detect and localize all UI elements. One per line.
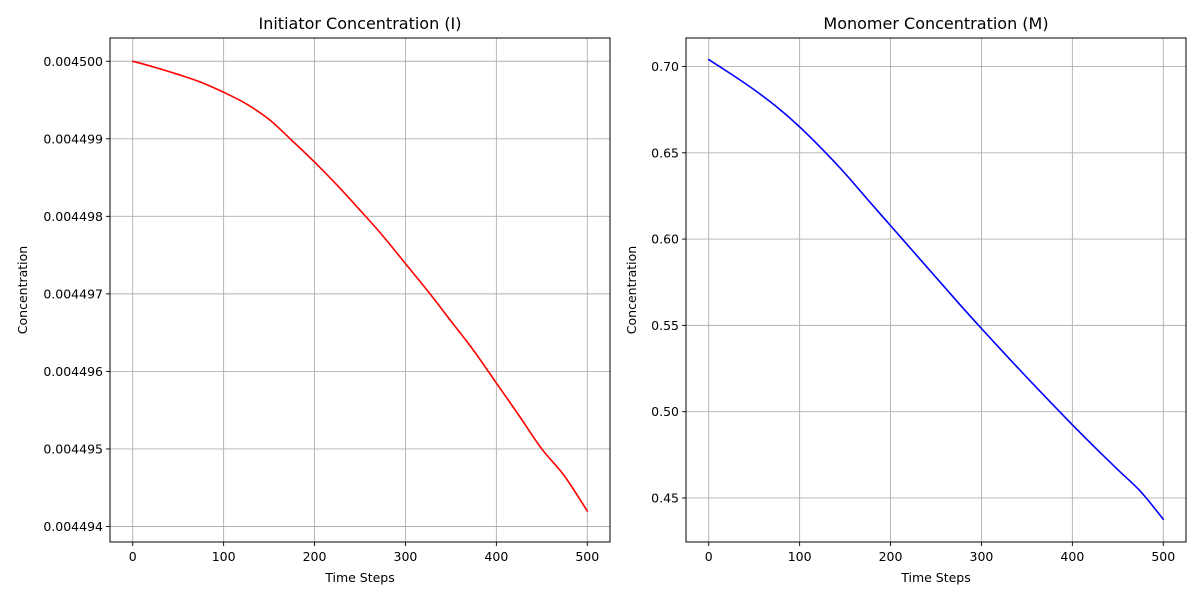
- monomer-axes-frame: [685, 37, 1187, 543]
- initiator-series-line: [131, 60, 589, 512]
- monomer-grid: [686, 38, 1186, 542]
- monomer-y-tick-label: 0.55: [651, 318, 679, 333]
- monomer-y-tick-label: 0.45: [651, 490, 679, 505]
- initiator-y-tick-label: 0.004499: [43, 131, 103, 146]
- initiator-y-tick-label: 0.004496: [43, 364, 103, 379]
- monomer-series: [707, 58, 1165, 521]
- monomer-x-tick-label: 500: [1151, 549, 1175, 564]
- monomer-x-tick-label: 0: [705, 549, 713, 564]
- monomer-y-tick-label: 0.50: [651, 404, 679, 419]
- initiator-y-tick-label: 0.004500: [43, 54, 103, 69]
- initiator-x-tick-label: 200: [303, 549, 327, 564]
- initiator-y-axis-label: Concentration: [15, 246, 30, 334]
- initiator-y-tick-label: 0.004495: [43, 441, 103, 456]
- monomer-y-tick-label: 0.65: [651, 145, 679, 160]
- monomer-y-tick-label: 0.60: [651, 232, 679, 247]
- initiator-x-axis-label: Time Steps: [324, 570, 395, 585]
- initiator-x-tick-label: 0: [129, 549, 137, 564]
- initiator-ticks: 0 100 200 300 400 500 0.004494 0.004495 0.004496…: [43, 54, 599, 564]
- initiator-x-tick-label: 300: [394, 549, 418, 564]
- monomer-x-tick-label: 200: [879, 549, 903, 564]
- initiator-y-tick-label: 0.004498: [43, 209, 103, 224]
- monomer-ticks: 0 100 200 300 400 500 0.45 0.50 0.55 0.60 0.65 0.70: [651, 59, 1175, 564]
- initiator-x-tick-label: 500: [575, 549, 599, 564]
- monomer-x-tick-label: 100: [788, 549, 812, 564]
- initiator-x-tick-label: 400: [484, 549, 508, 564]
- initiator-grid: [110, 38, 610, 542]
- initiator-chart: 0 100 200 300 400 500 0.004494 0.004495 0.004496…: [15, 14, 611, 585]
- monomer-chart: 0 100 200 300 400 500 0.45 0.50 0.55 0.60 0.65 0.70…: [624, 14, 1187, 585]
- monomer-chart-title: Monomer Concentration (M): [823, 14, 1048, 33]
- monomer-x-axis-label: Time Steps: [900, 570, 971, 585]
- initiator-series: [131, 60, 589, 512]
- initiator-y-tick-label: 0.004497: [43, 286, 103, 301]
- initiator-chart-title: Initiator Concentration (I): [258, 14, 461, 33]
- initiator-y-tick-label: 0.004494: [43, 519, 103, 534]
- monomer-y-axis-label: Concentration: [624, 246, 639, 334]
- monomer-x-tick-label: 300: [970, 549, 994, 564]
- initiator-axes-frame: [109, 37, 611, 543]
- monomer-series-line: [707, 58, 1165, 521]
- monomer-y-tick-label: 0.70: [651, 59, 679, 74]
- monomer-x-tick-label: 400: [1060, 549, 1084, 564]
- initiator-x-tick-label: 100: [212, 549, 236, 564]
